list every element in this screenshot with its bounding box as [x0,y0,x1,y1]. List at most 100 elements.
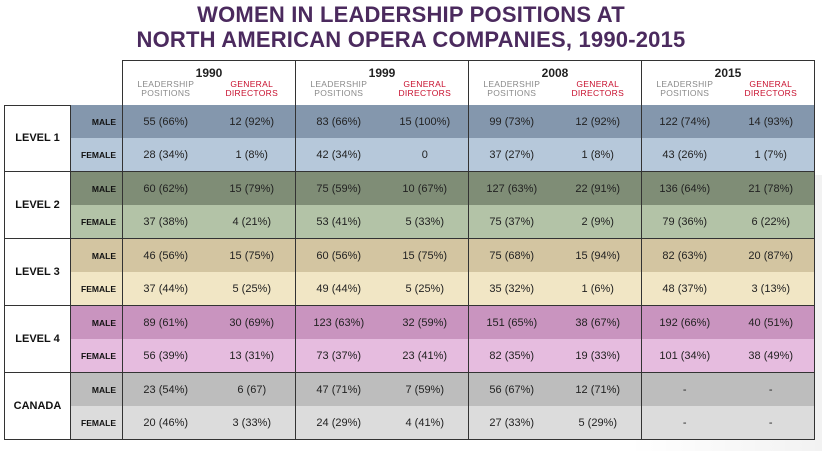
table-cell: 20 (87%) [727,238,815,272]
table-cell: 5 (29%) [554,406,642,440]
table-cell: 27 (33%) [468,406,555,440]
table-cell: 15 (75%) [381,238,469,272]
gender-label: MALE [70,105,123,138]
title-line-1: WOMEN IN LEADERSHIP POSITIONS AT [197,2,625,27]
corner-blank-4 [71,80,123,105]
table-cell: 15 (100%) [381,105,469,138]
table-row: FEMALE 20 (46%) 3 (33%) 24 (29%) 4 (41%) 27 (… [5,406,815,440]
table-cell: 37 (44%) [122,272,209,306]
column-header-row: LEADERSHIP POSITIONS GENERAL DIRECTORS LEA… [5,80,815,105]
table-row: FEMALE 37 (44%) 5 (25%) 49 (44%) 5 (25%) 35 (… [5,272,815,306]
table-row: FEMALE 37 (38%) 4 (21%) 53 (41%) 5 (33%) 75 (… [5,205,815,239]
gender-label: MALE [70,171,123,205]
table-row: CANADA MALE 23 (54%) 6 (67) 47 (71%) 7 (59%) 5… [4,372,815,440]
table-cell: 37 (27%) [468,138,555,172]
table-cell: 56 (39%) [122,339,209,373]
gender-label: FEMALE [70,138,123,172]
table-cell: 1 (6%) [554,272,642,306]
table-cell: 122 (74%) [641,105,728,138]
corner-blank [5,61,71,81]
year-header-row: 1990 1999 2008 2015 [5,60,815,81]
table-cell: 6 (67) [208,372,296,406]
table-cell: 79 (36%) [641,205,728,239]
gender-label: FEMALE [70,339,123,373]
header-leadership-positions: LEADERSHIP POSITIONS [468,80,555,105]
table-row: FEMALE 28 (34%) 1 (8%) 42 (34%) 0 37 (27%) 1 (… [5,138,815,172]
table-cell: 56 (67%) [468,372,555,406]
table-cell: 35 (32%) [468,272,555,306]
table-cell: 83 (66%) [295,105,382,138]
table-cell: 75 (37%) [468,205,555,239]
table-cell: 32 (59%) [381,305,469,339]
table-cell: 1 (8%) [554,138,642,172]
table-cell: - [727,372,815,406]
table-cell: 21 (78%) [727,171,815,205]
table-row: FEMALE 56 (39%) 13 (31%) 73 (37%) 23 (41%) 82… [5,339,815,373]
table-row: LEVEL 4 MALE 89 (61%) 30 (69%) 123 (63%) 32 (… [4,305,815,373]
table-cell: 49 (44%) [295,272,382,306]
table-cell: 3 (13%) [727,272,815,306]
table-cell: 55 (66%) [122,105,209,138]
table-cell: 1 (7%) [727,138,815,172]
table-cell: 75 (68%) [468,238,555,272]
table-cell: 53 (41%) [295,205,382,239]
table-cell: - [641,372,728,406]
corner-blank-2 [71,61,123,81]
chart-title: WOMEN IN LEADERSHIP POSITIONS AT NORTH A… [0,2,822,52]
table-cell: 22 (91%) [554,171,642,205]
header-general-directors: GENERAL DIRECTORS [398,79,452,98]
table-cell: 73 (37%) [295,339,382,373]
header-general-directors: GENERAL DIRECTORS [571,79,625,98]
group-label: LEVEL 2 [4,171,71,239]
table-cell: 38 (49%) [727,339,815,373]
table-cell: 43 (26%) [641,138,728,172]
table-cell: 14 (93%) [727,105,815,138]
table-cell: 23 (41%) [381,339,469,373]
table-cell: 123 (63%) [295,305,382,339]
table-cell: 127 (63%) [468,171,555,205]
table-cell: 1 (8%) [208,138,296,172]
table-body: LEVEL 1 MALE 55 (66%) 12 (92%) 83 (66%) 15 (1… [4,104,815,440]
table-cell: 7 (59%) [381,372,469,406]
table-cell: - [727,406,815,440]
table-cell: 5 (33%) [381,205,469,239]
table-cell: 5 (25%) [208,272,296,306]
table-cell: 24 (29%) [295,406,382,440]
corner-blank-3 [5,80,71,105]
table-cell: 136 (64%) [641,171,728,205]
header-leadership-positions: LEADERSHIP POSITIONS [295,80,382,105]
table-cell: 37 (38%) [122,205,209,239]
table-cell: 10 (67%) [381,171,469,205]
table-cell: 13 (31%) [208,339,296,373]
group-label: LEVEL 3 [4,238,71,306]
header-general-directors: GENERAL DIRECTORS [225,79,279,98]
header-general-directors: GENERAL DIRECTORS [727,80,815,105]
table-cell: - [641,406,728,440]
table-cell: 12 (92%) [554,105,642,138]
table-cell: 48 (37%) [641,272,728,306]
table-cell: 60 (56%) [295,238,382,272]
table-row: LEVEL 2 MALE 60 (62%) 15 (79%) 75 (59%) 10 (6… [4,171,815,239]
table-cell: 23 (54%) [122,372,209,406]
group-label: LEVEL 4 [4,305,71,373]
table-cell: 40 (51%) [727,305,815,339]
gender-label: FEMALE [70,406,123,440]
gender-label: MALE [70,238,123,272]
group-label: LEVEL 1 [4,104,71,172]
table-cell: 4 (21%) [208,205,296,239]
table-cell: 60 (62%) [122,171,209,205]
table-row: LEVEL 3 MALE 46 (56%) 15 (75%) 60 (56%) 15 (7… [4,238,815,306]
table-cell: 89 (61%) [122,305,209,339]
gender-label: FEMALE [70,205,123,239]
table-cell: 30 (69%) [208,305,296,339]
header-leadership-positions: LEADERSHIP POSITIONS [122,80,209,105]
table-cell: 15 (79%) [208,171,296,205]
header-leadership-positions: LEADERSHIP POSITIONS [641,80,728,105]
table-cell: 101 (34%) [641,339,728,373]
table-cell: 4 (41%) [381,406,469,440]
table-cell: 20 (46%) [122,406,209,440]
gender-label: FEMALE [70,272,123,306]
leadership-table: 1990 1999 2008 2015 LEADERSHIP POSITIONS … [4,60,815,440]
table-cell: 6 (22%) [727,205,815,239]
table-cell: 28 (34%) [122,138,209,172]
